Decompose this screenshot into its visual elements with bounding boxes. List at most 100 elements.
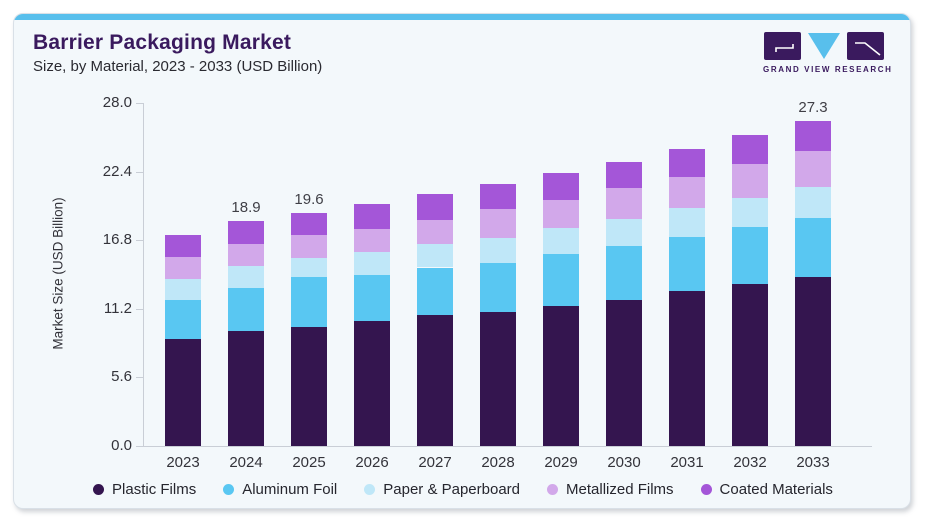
y-tick-label: 0.0 — [111, 437, 132, 454]
bar-segment-coated-materials — [606, 161, 642, 188]
x-axis-label-2027: 2027 — [418, 454, 452, 471]
bar-segment-metallized-films — [669, 177, 705, 208]
bar-total-label-2033: 27.3 — [798, 99, 828, 117]
bar-2030 — [606, 14, 642, 446]
bar-segment-metallized-films — [417, 219, 453, 244]
y-tick-label: 16.8 — [102, 231, 132, 249]
x-axis-label-2029: 2029 — [544, 454, 578, 471]
gvr-logo-icon — [764, 32, 884, 60]
bar-segment-aluminum-foil — [291, 277, 327, 327]
bar-2028 — [480, 14, 516, 446]
legend-item-coated-materials: Coated Materials — [700, 481, 833, 498]
legend-label: Aluminum Foil — [242, 481, 338, 498]
bar-segment-plastic-films — [291, 327, 327, 446]
y-axis-tick — [136, 171, 143, 173]
legend-swatch-icon — [93, 484, 105, 495]
y-axis-line — [143, 103, 144, 446]
bar-2032 — [732, 14, 768, 446]
bar-segment-coated-materials — [228, 221, 264, 244]
bar-segment-metallized-films — [354, 229, 390, 253]
x-axis-label-2023: 2023 — [166, 454, 200, 471]
bar-segment-paper-paperboard — [606, 218, 642, 247]
gvr-v-triangle-icon — [808, 33, 840, 59]
bar-segment-coated-materials — [543, 173, 579, 200]
gvr-g-block-icon — [764, 32, 801, 60]
bar-segment-aluminum-foil — [228, 287, 264, 331]
bar-segment-metallized-films — [732, 163, 768, 199]
chart-card: Barrier Packaging Market Size, by Materi… — [13, 13, 911, 509]
bar-segment-paper-paperboard — [417, 243, 453, 268]
bar-segment-metallized-films — [291, 235, 327, 258]
bar-2029 — [543, 14, 579, 446]
bar-segment-paper-paperboard — [354, 252, 390, 275]
chart-title: Barrier Packaging Market — [33, 31, 292, 54]
bar-segment-metallized-films — [165, 256, 201, 280]
bar-segment-plastic-films — [354, 321, 390, 446]
legend-item-metallized-films: Metallized Films — [547, 481, 674, 498]
legend-item-aluminum-foil: Aluminum Foil — [223, 481, 337, 498]
chart-subtitle: Size, by Material, 2023 - 2033 (USD Bill… — [33, 58, 323, 75]
bar-segment-plastic-films — [165, 338, 201, 446]
bar-segment-coated-materials — [417, 193, 453, 220]
bar-segment-plastic-films — [480, 311, 516, 446]
x-axis-label-2028: 2028 — [481, 454, 515, 471]
legend-swatch-icon — [547, 484, 559, 495]
legend-label: Plastic Films — [112, 481, 197, 498]
bar-segment-aluminum-foil — [732, 227, 768, 285]
bar-segment-plastic-films — [417, 315, 453, 446]
bar-segment-paper-paperboard — [291, 257, 327, 277]
bar-2027 — [417, 14, 453, 446]
gvr-g-glyph — [775, 44, 794, 52]
bar-segment-coated-materials — [354, 204, 390, 230]
bar-total-label-2025: 19.6 — [294, 190, 324, 208]
bar-segment-paper-paperboard — [669, 208, 705, 237]
bar-segment-aluminum-foil — [165, 299, 201, 339]
legend-label: Coated Materials — [719, 481, 833, 498]
y-tick-label: 28.0 — [102, 94, 132, 111]
y-tick-label: 11.2 — [103, 299, 132, 317]
legend-label: Paper & Paperboard — [383, 481, 521, 498]
plot-area: 0.0 5.6 11.2 16.8 22.4 28.0 2023 18.9 2024 19.6 20… — [14, 14, 910, 508]
bar-segment-aluminum-foil — [417, 267, 453, 316]
gvr-r-block-icon — [847, 32, 884, 60]
x-axis-label-2031: 2031 — [670, 454, 704, 471]
bar-segment-plastic-films — [795, 277, 831, 446]
bar-2031 — [669, 14, 705, 446]
legend-item-paper-paperboard: Paper & Paperboard — [364, 481, 520, 498]
bar-segment-aluminum-foil — [354, 274, 390, 322]
x-axis-label-2025: 2025 — [292, 454, 326, 471]
bar-2033 — [795, 14, 831, 446]
bar-segment-plastic-films — [228, 330, 264, 446]
bar-segment-aluminum-foil — [669, 236, 705, 292]
bar-segment-aluminum-foil — [606, 246, 642, 300]
bar-segment-aluminum-foil — [480, 262, 516, 312]
y-tick-label: 5.6 — [111, 368, 132, 386]
bar-segment-coated-materials — [732, 135, 768, 164]
bar-segment-aluminum-foil — [543, 254, 579, 306]
legend-swatch-icon — [364, 484, 376, 495]
legend-swatch-icon — [700, 484, 712, 495]
bar-segment-coated-materials — [669, 148, 705, 178]
y-axis-tick — [136, 446, 143, 447]
bar-segment-plastic-films — [732, 284, 768, 446]
x-axis-label-2026: 2026 — [355, 454, 389, 471]
bar-segment-metallized-films — [228, 243, 264, 267]
bar-segment-metallized-films — [543, 199, 579, 229]
bar-segment-metallized-films — [606, 187, 642, 219]
legend-swatch-icon — [223, 484, 235, 495]
x-axis-baseline — [143, 446, 872, 447]
bar-segment-coated-materials — [795, 121, 831, 151]
bar-segment-plastic-films — [543, 305, 579, 446]
x-axis-label-2033: 2033 — [796, 454, 830, 471]
bar-2026 — [354, 14, 390, 446]
bar-segment-coated-materials — [291, 212, 327, 236]
bar-segment-paper-paperboard — [795, 186, 831, 218]
bar-total-label-2024: 18.9 — [231, 199, 261, 217]
bar-segment-paper-paperboard — [543, 228, 579, 255]
bar-segment-plastic-films — [606, 299, 642, 446]
bar-2023 — [165, 14, 201, 446]
y-tick-label: 22.4 — [102, 162, 132, 180]
bar-segment-paper-paperboard — [732, 198, 768, 228]
bar-segment-paper-paperboard — [165, 279, 201, 300]
